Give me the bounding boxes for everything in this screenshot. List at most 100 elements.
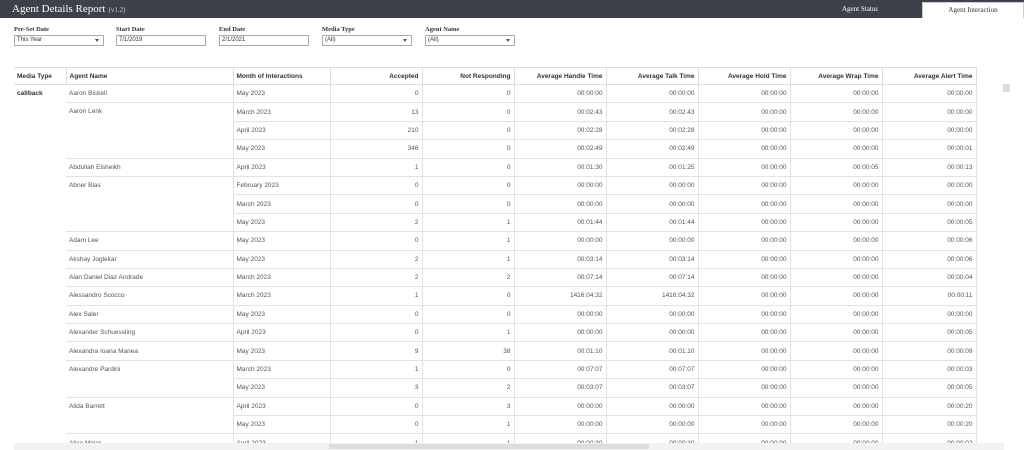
month: May 2023 (233, 378, 331, 398)
cell: 00:00:00 (790, 378, 883, 398)
month: April 2023 (233, 397, 331, 417)
month: May 2023 (233, 84, 331, 104)
cell: 00:00:00 (698, 378, 791, 398)
month: May 2023 (233, 305, 331, 325)
cell: 1 (422, 323, 515, 343)
column-header: Accepted (330, 67, 423, 85)
cell: 0 (422, 286, 515, 306)
cell: 00:00:30 (606, 433, 699, 443)
cell: 13 (330, 102, 423, 122)
month: March 2023 (233, 360, 331, 380)
agent-name: Aaron Bickell (66, 84, 234, 104)
filter: End Date 2/1/2021 (219, 26, 309, 46)
title-text: Agent Details Report (12, 3, 106, 15)
agent-name: Abdullah Elsheikh (66, 158, 234, 177)
filter-label: Media Type (322, 26, 355, 33)
cell: 00:00:00 (882, 305, 977, 325)
dropdown[interactable]: (All) (322, 35, 412, 46)
cell: 00:03:14 (514, 250, 607, 269)
agent-name: Alexander Schuessling (66, 323, 234, 343)
cell: 00:02:49 (514, 139, 607, 159)
filter-label: Agent Name (425, 26, 460, 33)
cell: 00:07:07 (606, 360, 699, 380)
tab[interactable]: Agent Interaction (922, 2, 1024, 18)
cell: 00:00:00 (514, 176, 607, 196)
cell: 00:00:00 (790, 286, 883, 306)
cell: 00:00:00 (698, 286, 791, 306)
cell: 00:00:00 (698, 231, 791, 251)
cell: 00:00:03 (882, 360, 977, 380)
cell: 00:00:04 (882, 268, 977, 288)
column-header: Agent Name (66, 67, 234, 85)
cell: 00:00:00 (698, 139, 791, 159)
text-input[interactable]: 7/1/2019 (116, 35, 206, 46)
cell: 00:00:00 (790, 231, 883, 251)
table-row: Alex Saler May 2023 0 0 00:00:00 00:00:00 00:0… (14, 305, 977, 325)
table-row: Alan Daniel Diaz Andrade March 2023 2 2 00:0… (14, 268, 977, 288)
cell: 0 (330, 323, 423, 343)
text-input[interactable]: 2/1/2021 (219, 35, 309, 46)
scrollbar[interactable] (1003, 84, 1010, 92)
table-row: Abdullah Elsheikh April 2023 1 0 00:01:30 00:… (14, 158, 977, 177)
cell: 0 (330, 176, 423, 196)
version: (v1.2) (108, 6, 126, 14)
cell: 00:00:00 (698, 397, 791, 417)
cell: 00:00:00 (698, 158, 791, 177)
dropdown[interactable]: This Year (14, 35, 104, 46)
column-header: Average Handle Time (514, 67, 607, 85)
table-row: Abner Blas February 2023 0 0 00:00:00 00:00:0… (14, 176, 977, 233)
month: May 2023 (233, 213, 331, 233)
cell: 2 (330, 268, 423, 288)
cell: 00:00:00 (790, 397, 883, 417)
cell: 00:00:00 (514, 305, 607, 325)
cell: 1 (330, 433, 423, 443)
cell: 00:00:00 (790, 433, 883, 443)
scroll-thumb[interactable] (329, 444, 649, 449)
cell: 2 (422, 378, 515, 398)
cell: 00:00:00 (698, 305, 791, 325)
cell: 1416:04:32 (606, 286, 699, 306)
cell: 00:00:00 (790, 360, 883, 380)
table-row: May 2023 2 1 00:01:44 00:01:44 00:00:00 00:00:… (14, 213, 977, 233)
cell: 00:02:28 (514, 121, 607, 141)
cell: 00:00:00 (606, 84, 699, 104)
cell: 0 (330, 84, 423, 104)
scrollbar[interactable] (14, 443, 1004, 450)
cell: 00:00:00 (790, 102, 883, 122)
cell: 00:02:28 (606, 121, 699, 141)
report-table: Media Type Agent Name Month of Interaction… (14, 67, 977, 443)
cell: 00:00:00 (882, 176, 977, 196)
cell: 210 (330, 121, 423, 141)
cell: 3 (330, 378, 423, 398)
cell: 00:00:00 (698, 415, 791, 435)
cell: 00:00:00 (514, 323, 607, 343)
cell: 00:02:43 (606, 102, 699, 122)
cell: 00:00:00 (882, 84, 977, 104)
cell: 00:00:00 (514, 84, 607, 104)
cell: 0 (422, 102, 515, 122)
table-body: callback Aaron Bickell May 2023 0 0 00:00:00 0… (14, 84, 977, 443)
cell: 00:07:14 (606, 268, 699, 288)
cell: 00:00:00 (698, 213, 791, 233)
cell: 00:00:00 (698, 84, 791, 104)
cell: 00:07:14 (514, 268, 607, 288)
media-type: callback (14, 84, 66, 443)
dropdown[interactable]: (All) (425, 35, 515, 46)
cell: 00:00:05 (882, 213, 977, 233)
cell: 00:00:00 (698, 268, 791, 288)
cell: 00:00:00 (606, 176, 699, 196)
filter: Media Type (All) (322, 26, 412, 46)
agent-name: Alida Barrett (66, 397, 234, 435)
cell: 00:00:00 (882, 121, 977, 141)
cell: 00:00:00 (790, 250, 883, 269)
table-row: Alida Barrett April 2023 0 3 00:00:00 00:00:0… (14, 397, 977, 435)
cell: 00:03:14 (606, 250, 699, 269)
month: April 2023 (233, 433, 331, 443)
top-bar: Agent Details Report (v1.2) Agent Status … (0, 0, 1024, 18)
cell: 00:00:05 (790, 158, 883, 177)
cell: 00:00:11 (882, 286, 977, 306)
month: March 2023 (233, 102, 331, 122)
cell: 00:00:00 (882, 102, 977, 122)
tab[interactable]: Agent Status (842, 5, 878, 13)
